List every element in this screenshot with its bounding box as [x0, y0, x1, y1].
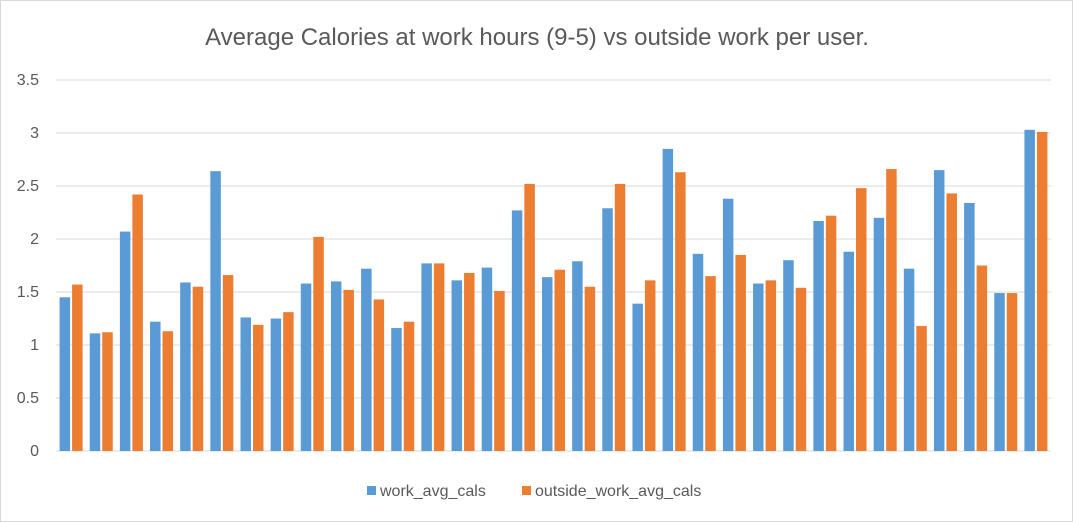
bar-outside_work_avg_cals [494, 290, 505, 451]
bar-outside_work_avg_cals [403, 321, 415, 451]
y-tick-label: 3.5 [17, 72, 39, 89]
y-tick-label: 3 [30, 125, 39, 142]
bar-work_avg_cals [964, 202, 975, 451]
bar-work_avg_cals [391, 328, 402, 451]
bar-work_avg_cals [511, 210, 523, 451]
bar-outside_work_avg_cals [252, 324, 264, 451]
bar-outside_work_avg_cals [976, 265, 988, 451]
bar-work_avg_cals [662, 148, 674, 451]
bar-outside_work_avg_cals [1006, 293, 1018, 451]
bar-outside_work_avg_cals [584, 286, 596, 451]
bar-work_avg_cals [210, 171, 221, 451]
bar-outside_work_avg_cals [795, 287, 807, 451]
y-axis-ticks: 0 0.5 1 1.5 2 2.5 3 3.5 [17, 72, 39, 460]
legend-swatch [367, 486, 376, 495]
bar-outside_work_avg_cals [675, 172, 686, 451]
bar-outside_work_avg_cals [856, 188, 867, 451]
bar-work_avg_cals [240, 317, 251, 451]
bar-outside_work_avg_cals [614, 183, 626, 451]
bars [59, 129, 1048, 452]
bar-work_avg_cals [89, 333, 101, 451]
bar-outside_work_avg_cals [132, 194, 143, 452]
bar-work_avg_cals [119, 231, 131, 451]
y-tick-label: 1.5 [17, 284, 39, 301]
bar-work_avg_cals [903, 268, 915, 451]
legend-swatch [522, 486, 531, 495]
bar-outside_work_avg_cals [735, 254, 746, 451]
bar-work_avg_cals [783, 260, 794, 451]
bar-outside_work_avg_cals [102, 332, 113, 451]
bar-outside_work_avg_cals [1036, 131, 1048, 451]
bar-work_avg_cals [361, 268, 372, 451]
bar-work_avg_cals [300, 283, 312, 451]
bar-work_avg_cals [421, 263, 432, 451]
bar-work_avg_cals [150, 321, 161, 451]
bar-work_avg_cals [542, 277, 553, 451]
y-tick-label: 2 [30, 231, 39, 248]
bar-outside_work_avg_cals [524, 183, 535, 451]
gridlines [56, 79, 1051, 452]
y-tick-label: 1 [30, 337, 39, 354]
legend: work_avg_cals outside_work_avg_cals [367, 483, 701, 500]
bar-outside_work_avg_cals [373, 299, 385, 451]
y-tick-label: 2.5 [17, 178, 39, 195]
bar-work_avg_cals [632, 303, 643, 451]
legend-label: work_avg_cals [379, 483, 486, 500]
bar-outside_work_avg_cals [313, 236, 324, 451]
bar-outside_work_avg_cals [72, 284, 83, 451]
bar-work_avg_cals [481, 267, 493, 451]
bar-outside_work_avg_cals [765, 280, 777, 451]
bar-outside_work_avg_cals [825, 215, 837, 451]
bar-outside_work_avg_cals [886, 169, 897, 452]
bar-work_avg_cals [722, 198, 734, 451]
bar-outside_work_avg_cals [343, 289, 354, 451]
legend-label: outside_work_avg_cals [535, 483, 701, 500]
bar-work_avg_cals [330, 281, 342, 451]
bar-work_avg_cals [270, 318, 282, 451]
bar-outside_work_avg_cals [162, 331, 174, 451]
bar-work_avg_cals [180, 282, 191, 451]
bar-work_avg_cals [602, 208, 613, 451]
bar-outside_work_avg_cals [705, 276, 716, 451]
bar-work_avg_cals [813, 220, 824, 451]
bar-work_avg_cals [933, 170, 945, 451]
bar-outside_work_avg_cals [192, 286, 204, 451]
y-tick-label: 0 [30, 443, 39, 460]
bar-work_avg_cals [451, 280, 463, 451]
y-tick-label: 0.5 [17, 390, 39, 407]
bar-outside_work_avg_cals [916, 325, 927, 451]
bar-outside_work_avg_cals [946, 193, 957, 452]
bar-outside_work_avg_cals [554, 269, 565, 451]
bar-work_avg_cals [843, 251, 855, 451]
bar-work_avg_cals [1024, 129, 1035, 451]
bar-outside_work_avg_cals [283, 312, 294, 451]
bar-work_avg_cals [873, 217, 885, 451]
bar-work_avg_cals [572, 261, 583, 451]
bar-outside_work_avg_cals [222, 275, 234, 451]
bar-work_avg_cals [59, 297, 71, 451]
bar-work_avg_cals [994, 293, 1005, 451]
bar-outside_work_avg_cals [433, 263, 445, 451]
bar-outside_work_avg_cals [464, 272, 475, 451]
bar-outside_work_avg_cals [644, 280, 656, 451]
bar-work_avg_cals [753, 283, 764, 451]
chart-title: Average Calories at work hours (9-5) vs … [205, 24, 869, 51]
bar-work_avg_cals [692, 253, 704, 451]
